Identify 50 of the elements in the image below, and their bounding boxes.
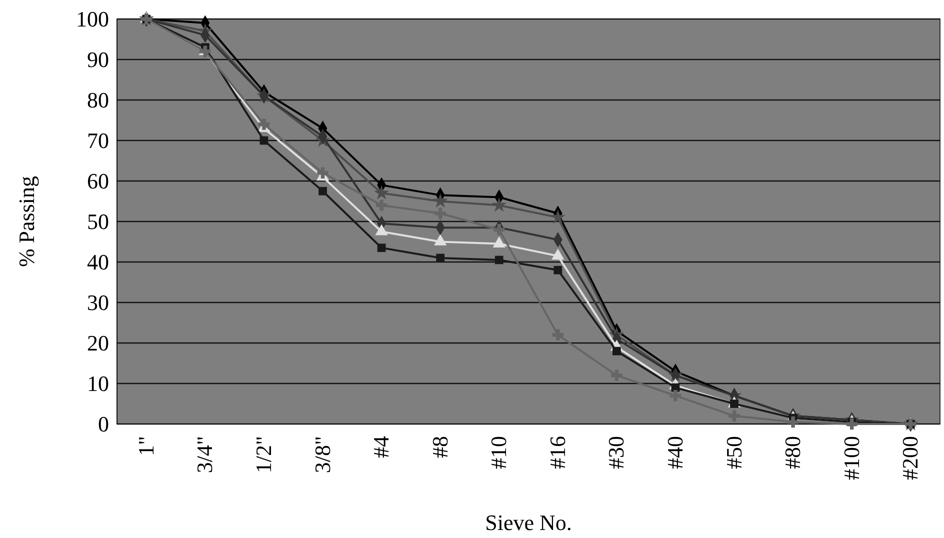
y-tick-label: 0 — [98, 412, 109, 437]
point — [611, 370, 622, 382]
x-tick-label: 3/4" — [192, 436, 218, 474]
x-tick-label: 1/2" — [250, 436, 276, 474]
y-tick-label: 70 — [87, 128, 109, 154]
x-tick-label: #10 — [486, 436, 512, 469]
x-tick-label: #8 — [427, 436, 452, 458]
point — [670, 390, 682, 402]
point — [434, 208, 446, 220]
x-axis-title: Sieve No. — [485, 510, 572, 535]
y-tick-label: 30 — [87, 290, 109, 316]
point — [260, 136, 268, 145]
point — [552, 329, 564, 341]
y-axis-title: % Passing — [14, 176, 39, 268]
x-tick-label: 3/8" — [310, 436, 335, 474]
point — [492, 197, 507, 212]
point — [432, 193, 448, 208]
point — [494, 256, 504, 264]
x-tick-label: #30 — [604, 436, 629, 469]
point — [550, 210, 566, 224]
point — [376, 200, 388, 211]
x-tick-label: #50 — [721, 436, 746, 469]
y-tick-label: 50 — [87, 209, 109, 234]
point — [436, 254, 445, 262]
point — [374, 185, 390, 200]
x-tick-label: #100 — [838, 436, 864, 480]
x-tick-label: 1" — [133, 436, 158, 456]
x-tick-label: #4 — [368, 436, 394, 458]
x-tick-label: #16 — [544, 436, 570, 469]
point — [317, 167, 328, 179]
point — [493, 224, 505, 236]
y-tick-label: 100 — [76, 6, 109, 32]
y-tick-label: 80 — [87, 88, 109, 113]
point — [258, 118, 270, 130]
point — [846, 418, 858, 430]
point — [554, 266, 562, 274]
y-tick-label: 40 — [87, 250, 109, 275]
point — [612, 346, 621, 356]
y-tick-label: 90 — [87, 47, 109, 72]
y-tick-label: 20 — [87, 330, 109, 356]
point — [318, 186, 327, 196]
y-tick-label: 60 — [87, 168, 109, 194]
point — [728, 410, 740, 422]
point — [552, 248, 564, 260]
y-tick-label: 10 — [87, 371, 109, 396]
point — [787, 416, 799, 428]
x-tick-label: #40 — [662, 436, 688, 469]
x-tick-label: #200 — [898, 436, 923, 480]
x-tick-label: #80 — [780, 436, 806, 469]
point — [377, 244, 386, 252]
